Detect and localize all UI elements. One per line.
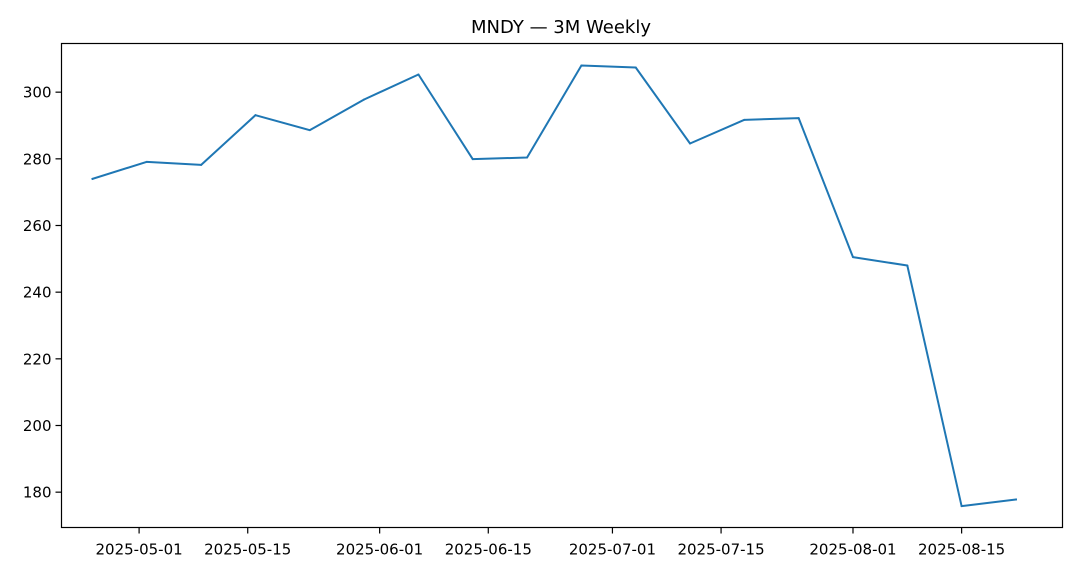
data-point bbox=[471, 158, 474, 161]
y-tick-label: 180 bbox=[23, 484, 52, 502]
y-tick-label: 200 bbox=[23, 417, 52, 435]
plot-area-frame bbox=[60, 42, 1064, 529]
y-tick-label: 280 bbox=[23, 150, 52, 168]
x-tick-label: 2025-08-15 bbox=[918, 541, 1005, 559]
data-point bbox=[91, 177, 94, 180]
x-tick-label: 2025-07-01 bbox=[569, 541, 656, 559]
y-tick-label: 220 bbox=[23, 350, 52, 368]
x-tick-label: 2025-06-15 bbox=[445, 541, 532, 559]
data-point bbox=[960, 505, 963, 508]
data-point bbox=[743, 118, 746, 121]
x-tick-label: 2025-06-01 bbox=[336, 541, 423, 559]
y-tick-label: 300 bbox=[23, 84, 52, 102]
data-point bbox=[851, 256, 854, 259]
data-point bbox=[689, 142, 692, 145]
data-point bbox=[254, 114, 257, 117]
data-point bbox=[906, 264, 909, 267]
x-tick-label: 2025-05-15 bbox=[204, 541, 291, 559]
y-axis: 180 200 220 240 260 280 300 bbox=[23, 84, 62, 502]
data-point bbox=[1014, 498, 1017, 501]
chart-title: MNDY — 3M Weekly bbox=[471, 17, 651, 38]
x-tick-label: 2025-07-15 bbox=[677, 541, 764, 559]
x-tick-label: 2025-05-01 bbox=[96, 541, 183, 559]
y-tick-label: 260 bbox=[23, 217, 52, 235]
data-point bbox=[200, 163, 203, 166]
data-point bbox=[308, 129, 311, 132]
data-point bbox=[417, 73, 420, 76]
series-line bbox=[91, 64, 1018, 508]
data-point bbox=[797, 117, 800, 120]
x-tick-label: 2025-08-01 bbox=[809, 541, 896, 559]
data-point bbox=[580, 64, 583, 67]
data-point bbox=[363, 98, 366, 101]
data-point bbox=[634, 66, 637, 69]
y-tick-label: 240 bbox=[23, 284, 52, 302]
data-point bbox=[526, 156, 529, 159]
x-axis: 2025-05-01 2025-05-15 2025-06-01 2025-06-15… bbox=[96, 527, 1005, 559]
series-layer bbox=[91, 64, 1018, 508]
data-point bbox=[145, 160, 148, 163]
